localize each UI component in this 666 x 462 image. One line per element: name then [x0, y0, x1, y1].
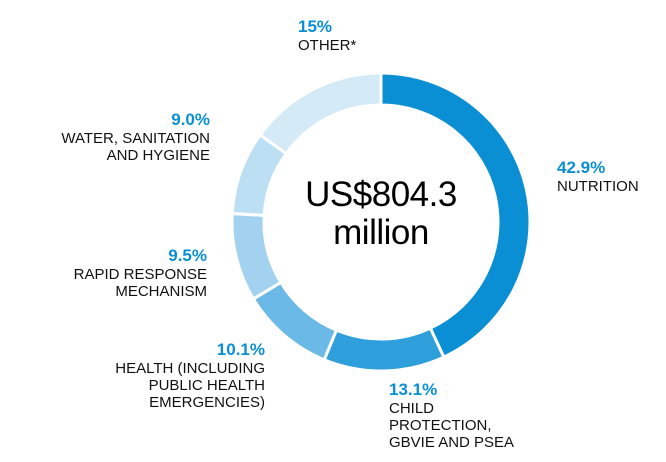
- slice-other: [258, 71, 383, 156]
- label-other: 15% OTHER*: [298, 17, 356, 54]
- center-total-unit: million: [333, 213, 429, 252]
- category-health: HEALTH (INCLUDING PUBLIC HEALTH EMERGENC…: [115, 360, 265, 411]
- category-child-protection: CHILD PROTECTION, GBVIE AND PSEA: [389, 400, 515, 451]
- center-total-amount: US$804.3: [305, 175, 457, 214]
- category-nutrition: NUTRITION: [557, 178, 639, 195]
- slice-child-protection: [322, 326, 446, 373]
- slice-health: [251, 280, 339, 362]
- category-rapid-response: RAPID RESPONSE MECHANISM: [73, 266, 207, 300]
- percent-child-protection: 13.1%: [389, 380, 438, 399]
- percent-nutrition: 42.9%: [557, 158, 606, 177]
- percent-rapid-response: 9.5%: [168, 246, 207, 265]
- label-child-protection: 13.1% CHILD PROTECTION, GBVIE AND PSEA: [389, 380, 514, 451]
- percent-other: 15%: [298, 17, 333, 36]
- label-wash: 9.0% WATER, SANITATION AND HYGIENE: [61, 110, 210, 164]
- percent-wash: 9.0%: [171, 110, 210, 129]
- percent-health: 10.1%: [216, 340, 265, 359]
- category-other: OTHER*: [298, 37, 357, 54]
- label-rapid-response: 9.5% RAPID RESPONSE MECHANISM: [74, 246, 207, 300]
- label-nutrition: 42.9% NUTRITION: [557, 158, 639, 195]
- label-health: 10.1% HEALTH (INCLUDING PUBLIC HEALTH EM…: [115, 340, 265, 411]
- category-wash: WATER, SANITATION AND HYGIENE: [61, 130, 210, 164]
